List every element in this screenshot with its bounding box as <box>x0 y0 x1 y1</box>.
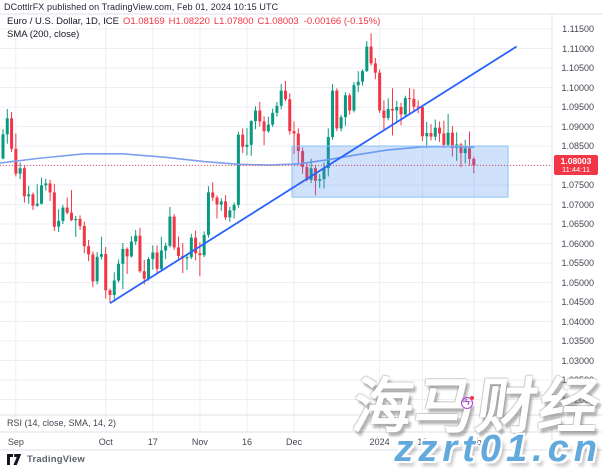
price-tick-label: 1.11000 <box>562 43 594 54</box>
time-tick-label: Dec <box>286 437 303 447</box>
watermark-red-dot-icon <box>470 396 474 400</box>
publish-attribution-line: DCottlrFX published on TradingView.com, … <box>4 2 279 12</box>
last-price-label: 1.08003 11:44:11 <box>554 155 598 175</box>
price-tick-label: 1.06500 <box>561 219 594 229</box>
price-tick-label: 1.07500 <box>561 180 594 190</box>
price-tick-label: 1.09000 <box>561 121 594 132</box>
watermark-bolt-icon: ϟ <box>465 397 470 407</box>
price-tick-label: 1.02500 <box>561 375 594 385</box>
price-tick-label: 1.03000 <box>561 355 594 366</box>
time-tick-label: Sep <box>7 437 24 447</box>
time-tick-label: 16 <box>417 437 428 447</box>
last-price-value: 1.08003 <box>560 155 592 166</box>
ohlc-high: H1.08220 <box>168 16 210 27</box>
price-tick-label: 1.10000 <box>561 82 594 93</box>
bar-countdown-timer: 11:44:11 <box>561 164 591 174</box>
time-tick-label: Oct <box>98 437 113 447</box>
watermark-ring-icon <box>461 397 473 409</box>
price-tick-label: 1.02000 <box>561 394 594 405</box>
legend-sma-row: SMA (200, close) <box>7 29 380 42</box>
price-tick-label: 1.03500 <box>561 336 594 346</box>
price-axis[interactable]: 1.11500 1.11000 1.10500 1.10000 1.09500 1.090… <box>552 0 602 450</box>
price-tick-label: 1.05500 <box>561 258 594 268</box>
ohlc-open: O1.08169 <box>122 16 165 27</box>
price-tick-label: 1.06000 <box>561 238 594 249</box>
time-tick-label: Nov <box>191 437 208 447</box>
price-tick-label: 1.04000 <box>561 316 594 327</box>
price-tick-label: 1.09500 <box>561 102 594 112</box>
price-tick-label: 1.08500 <box>561 141 594 151</box>
chart-legend: Euro / U.S. Dollar, 1D, ICE O1.08169 H1.08… <box>7 16 380 41</box>
time-tick-label: Feb <box>466 437 482 447</box>
price-tick-label: 1.11500 <box>562 24 594 34</box>
tradingview-logo-icon <box>7 454 22 465</box>
sma-indicator-label: SMA (200, close) <box>7 28 80 40</box>
watermark-logo-icon: ϟ <box>461 396 474 409</box>
symbol-title: Euro / U.S. Dollar, 1D, ICE <box>7 16 119 27</box>
time-tick-label: 2024 <box>369 437 390 447</box>
ohlc-close: C1.08003 <box>257 16 299 27</box>
price-tick-label: 1.04500 <box>561 297 594 307</box>
rsi-indicator-label: RSI (14, close, SMA, 14, 2) <box>7 418 117 428</box>
price-tick-label: 1.05000 <box>561 277 594 288</box>
time-tick-label: 17 <box>147 437 158 447</box>
tradingview-attribution[interactable]: TradingView <box>7 454 85 465</box>
tradingview-wordmark: TradingView <box>27 454 85 465</box>
watermark-site-url: zzrt01.cn <box>394 428 602 470</box>
ohlc-low: L1.07800 <box>213 16 254 27</box>
price-tick-label: 1.10500 <box>561 63 594 73</box>
legend-symbol-row: Euro / U.S. Dollar, 1D, ICE O1.08169 H1.08… <box>7 16 380 29</box>
time-axis[interactable]: Sep Oct 17 Nov 16 Dec 2024 16 Feb <box>0 433 552 450</box>
time-tick-label: 16 <box>241 437 252 447</box>
price-tick-label: 1.07000 <box>561 199 594 210</box>
change-value: -0.00166 (-0.15%) <box>303 16 381 27</box>
